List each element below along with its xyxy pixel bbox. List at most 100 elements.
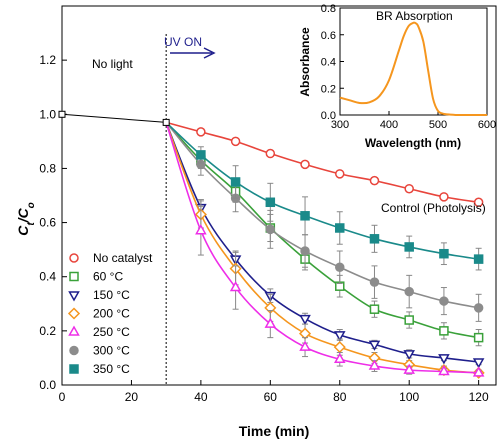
data-point [265,148,276,159]
inset-y-tick-label: 0.8 [321,3,336,15]
data-point [335,169,345,179]
legend: No catalyst 60 °C 150 °C 200 °C 250 °C 300 °C… [67,251,153,376]
data-point [369,175,380,186]
series-300-c [165,121,484,322]
legend-label: 250 °C [93,325,130,339]
series-150-c [165,122,485,369]
y-tick-label: 0.0 [39,378,56,392]
data-point [472,358,485,369]
x-tick-label: 40 [194,390,208,404]
data-point [369,234,380,244]
data-point [299,314,311,326]
series-350-c [165,121,484,271]
inset-x-axis-label: Wavelength (nm) [365,136,461,150]
data-point [195,224,207,235]
data-point [403,363,415,374]
inset-absorbance-curve [339,21,487,117]
data-point [335,223,345,233]
data-point [438,354,450,365]
x-tick-label: 120 [469,390,489,404]
legend-marker [69,271,79,282]
data-point [403,350,415,361]
data-point [438,364,450,376]
data-point [439,192,449,202]
data-point [299,340,311,351]
data-point [473,303,484,313]
data-point [368,340,381,351]
legend-item-250-c: 250 °C [68,325,130,339]
data-point [230,136,241,147]
legend-marker [68,291,80,302]
inset-y-axis-label: Absorbance [298,27,312,97]
legend-label: 150 °C [93,288,130,302]
y-axis-label: Ct/Co [15,202,37,236]
inset-y-tick-label: 0.6 [321,30,336,42]
data-point [265,224,276,235]
legend-label: 200 °C [93,307,130,321]
legend-item-200-c: 200 °C [67,307,130,321]
data-point [369,277,380,287]
y-label-mid: /C [15,207,31,223]
data-point [333,331,346,342]
main-x-ticks: 0 20 40 60 80 100 120 [59,380,489,404]
data-point [368,359,381,370]
data-point [300,246,310,256]
data-point [300,159,310,170]
x-tick-label: 80 [333,390,347,404]
inset-y-tick-label: 0.4 [321,57,336,69]
data-point [439,296,449,306]
y-tick-label: 1.2 [39,53,56,67]
x-tick-label: 60 [264,390,278,404]
y-label-t: t [26,222,37,226]
dark-phase-line [61,113,167,123]
legend-marker [67,307,81,320]
inset-x-tick-label: 300 [331,119,349,131]
data-point [265,197,276,208]
uv-arrow [170,47,216,59]
data-point [196,150,206,160]
data-point [230,177,241,187]
data-point [439,326,449,336]
data-point [298,327,312,340]
data-point [439,248,449,259]
y-tick-label: 0.8 [39,161,56,175]
legend-item-150-c: 150 °C [68,288,130,302]
legend-marker [68,325,80,336]
inset-y-tick-label: 0.0 [321,110,336,122]
legend-item-300-c: 300 °C [69,344,130,358]
inset-x-tick-label: 400 [380,119,398,131]
x-tick-label: 20 [125,390,139,404]
inset-y-ticks: 0.0 0.2 0.4 0.6 0.8 [321,3,344,122]
data-point [404,242,414,252]
data-point [335,262,345,272]
uv-start-point [162,118,170,126]
series-line-150-c [165,122,479,363]
series-line-250-c [165,122,479,374]
series-250-c [165,122,485,377]
y-tick-label: 0.6 [39,216,56,230]
data-point [196,127,206,137]
y-label-c: C [15,225,31,236]
inset-plot-frame [339,7,488,116]
y-tick-label: 0.4 [39,270,56,284]
main-y-ticks: 0.0 0.2 0.4 0.6 0.8 1.0 1.2 [39,53,67,392]
series-60-c [165,121,484,347]
series-line-350-c [165,121,479,260]
inset-title: BR Absorption [376,9,453,23]
data-point [300,211,310,221]
no-light-label: No light [92,57,133,71]
inset-plot: 300 400 500 600 0.0 0.2 0.4 0.6 0.8 BR Absorpti… [298,3,496,150]
data-point [472,366,485,377]
inset-y-tick-label: 0.2 [321,83,336,95]
legend-label: 350 °C [93,362,130,376]
main-series-layer [58,110,485,379]
legend-item-no-catalyst: No catalyst [69,251,153,265]
data-point [404,286,414,297]
legend-item-350-c: 350 °C [69,362,130,376]
uv-on-label: UV ON [164,35,202,49]
series-line-no-catalyst [165,121,479,204]
x-tick-label: 0 [59,390,66,404]
main-plot: 0 20 40 60 80 100 120 0.0 0.2 0.4 0.6 0.8 1.0 1.2 No… [15,5,497,439]
inset-x-tick-label: 500 [429,119,447,131]
